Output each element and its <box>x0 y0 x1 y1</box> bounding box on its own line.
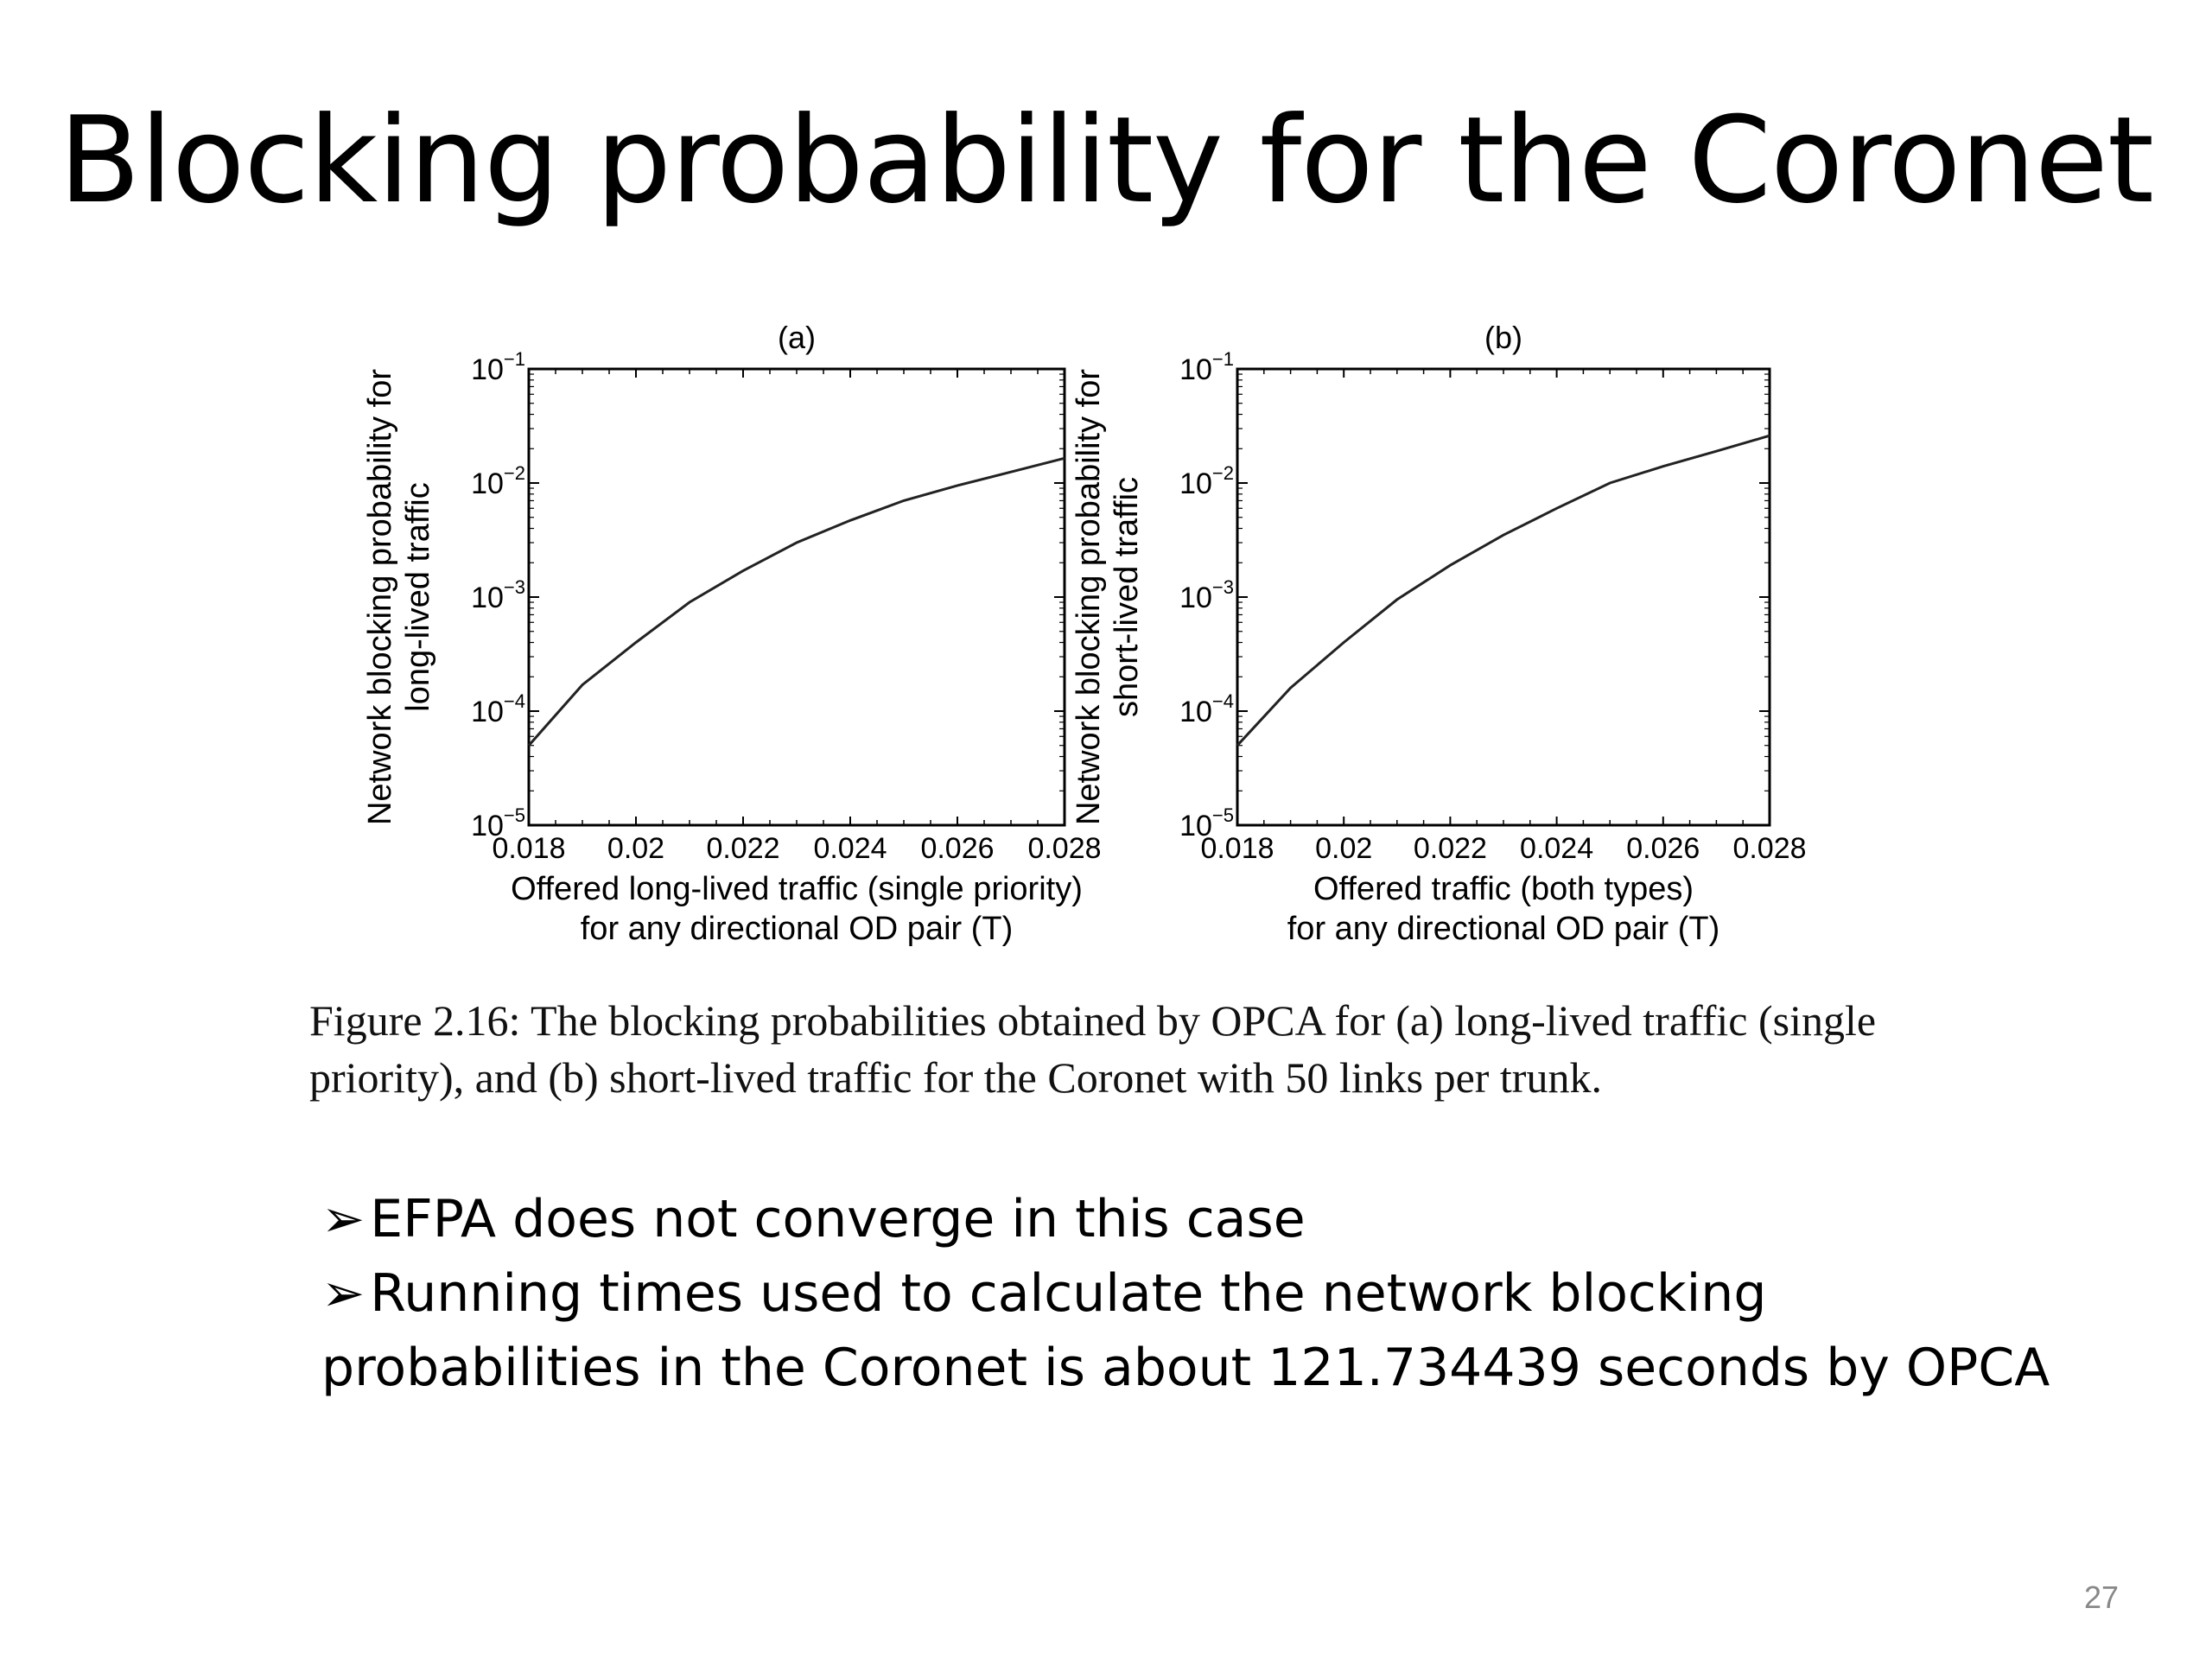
y-axis-label: Network blocking probability for <box>1071 369 1107 825</box>
y-tick-label: 10−3 <box>471 576 525 614</box>
x-tick-label: 0.018 <box>1200 832 1274 865</box>
y-tick-label: 10−5 <box>1179 804 1234 842</box>
figure-charts: 0.018 0.02 0.022 0.024 0.026 0.028 10−5 10−4 10−… <box>362 320 1807 947</box>
y-axis-label: long-lived traffic <box>400 482 436 711</box>
series-line <box>1236 434 1770 747</box>
page-number: 27 <box>2083 1580 2119 1615</box>
y-tick-label: 10−4 <box>471 690 525 728</box>
x-tick-label: 0.024 <box>1520 832 1593 865</box>
x-tick-label: 0.02 <box>607 832 664 865</box>
panel-title: (a) <box>778 320 816 355</box>
y-tick-label: 10−1 <box>1179 348 1234 386</box>
x-axis-label: Offered traffic (both types) <box>1313 871 1694 907</box>
bullet-item: ➢ Running times used to calculate the net… <box>321 1256 2084 1405</box>
x-axis-label: Offered long-lived traffic (single prior… <box>511 871 1083 907</box>
chart-panel-a: 0.018 0.02 0.022 0.024 0.026 0.028 10−5 10−4 10−… <box>362 320 1102 947</box>
x-tick-label: 0.026 <box>1626 832 1700 865</box>
plot-frame <box>527 367 1066 827</box>
x-tick-label: 0.02 <box>1315 832 1372 865</box>
chart-panel-b: 0.018 0.02 0.022 0.024 0.026 0.028 10−5 10−4 10−… <box>1071 320 1807 947</box>
panel-title: (b) <box>1484 320 1522 355</box>
y-tick-label: 10−3 <box>1179 576 1234 614</box>
y-tick-label: 10−2 <box>471 462 525 500</box>
x-tick-label: 0.018 <box>492 832 565 865</box>
plot-frame <box>1236 367 1771 827</box>
figure-caption: Figure 2.16: The blocking probabilities … <box>309 996 1877 1102</box>
bullet-list: ➢ EFPA does not converge in this case ➢ Ru… <box>321 1182 2084 1405</box>
y-tick-label: 10−2 <box>1179 462 1234 500</box>
x-tick-label: 0.024 <box>813 832 887 865</box>
series-line <box>527 456 1065 747</box>
arrow-bullet-icon: ➢ <box>321 1263 365 1324</box>
x-tick-label: 0.022 <box>1414 832 1487 865</box>
x-axis-label: for any directional OD pair (T) <box>1287 911 1720 947</box>
x-tick-label: 0.022 <box>706 832 779 865</box>
y-axis-label: short-lived traffic <box>1109 477 1145 717</box>
y-tick-label: 10−5 <box>471 804 525 842</box>
y-tick-label: 10−4 <box>1179 690 1234 728</box>
y-tick-label: 10−1 <box>471 348 525 386</box>
x-axis-label: for any directional OD pair (T) <box>581 911 1014 947</box>
x-tick-label: 0.028 <box>1732 832 1806 865</box>
x-tick-label: 0.028 <box>1027 832 1101 865</box>
bullet-text: EFPA does not converge in this case <box>370 1189 1306 1249</box>
x-tick-label: 0.026 <box>920 832 994 865</box>
bullet-item: ➢ EFPA does not converge in this case <box>321 1182 2084 1256</box>
slide-title: Blocking probability for the Coronet <box>58 91 2154 230</box>
y-axis-label: Network blocking probability for <box>362 369 398 825</box>
arrow-bullet-icon: ➢ <box>321 1189 365 1249</box>
bullet-text: Running times used to calculate the netw… <box>321 1263 2050 1398</box>
